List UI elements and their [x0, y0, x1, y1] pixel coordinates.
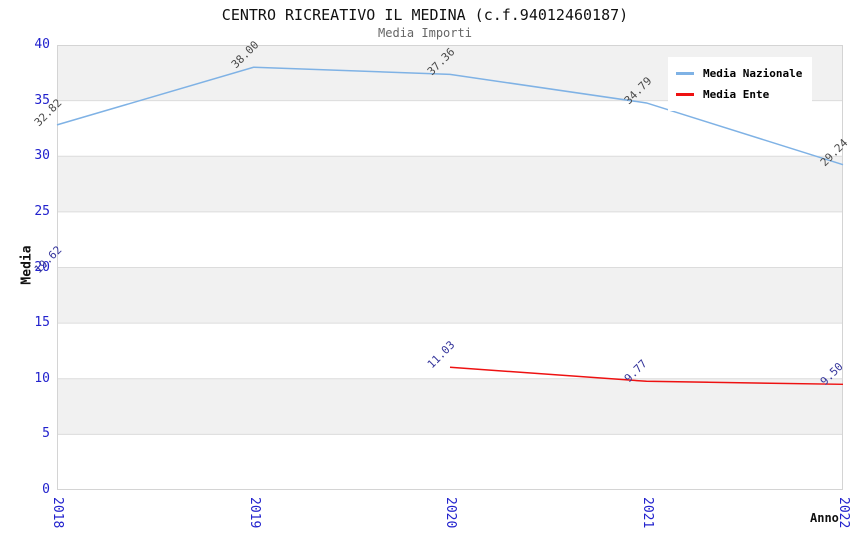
y-tick-label: 25 — [34, 203, 50, 219]
legend-label-media-ente: Media Ente — [703, 88, 770, 101]
x-tick-label: 2018 — [50, 497, 65, 529]
x-axis-title: Anno — [810, 511, 839, 525]
x-tick-label: 2021 — [639, 497, 655, 529]
series-line-0 — [56, 66, 844, 166]
y-tick-label: 0 — [42, 482, 50, 497]
plot-band — [57, 378, 843, 435]
plot-band — [57, 267, 843, 324]
y-tick-label: 40 — [34, 37, 50, 52]
legend-label-media-nazionale: Media Nazionale — [703, 67, 803, 80]
plot-canvas — [56, 45, 844, 490]
y-tick-label: 15 — [34, 315, 50, 331]
chart-subtitle: Media Importi — [378, 26, 472, 40]
x-tick-label: 2020 — [443, 497, 458, 529]
legend-item-media-nazionale: Media Nazionale — [676, 63, 802, 84]
plot-band — [57, 434, 843, 490]
plot-band — [57, 323, 843, 379]
legend-item-media-ente: Media Ente — [676, 84, 802, 105]
plot-border — [57, 45, 843, 490]
x-tick-label: 2019 — [246, 497, 262, 529]
y-tick-label: 5 — [42, 426, 50, 442]
legend-line-swatch-ente — [676, 93, 694, 96]
y-tick-label: 20 — [34, 259, 50, 275]
chart-title: CENTRO RICREATIVO IL MEDINA (c.f.9401246… — [221, 6, 629, 24]
plot-area — [56, 45, 844, 490]
y-tick-label: 30 — [34, 148, 50, 164]
y-tick-label: 10 — [34, 370, 50, 386]
y-tick-label: 35 — [34, 92, 50, 108]
plot-band — [57, 156, 843, 212]
legend-line-swatch-nazionale — [676, 72, 694, 75]
legend: Media Nazionale Media Ente — [668, 57, 813, 111]
plot-band — [57, 211, 843, 268]
series-line-1 — [449, 366, 844, 386]
